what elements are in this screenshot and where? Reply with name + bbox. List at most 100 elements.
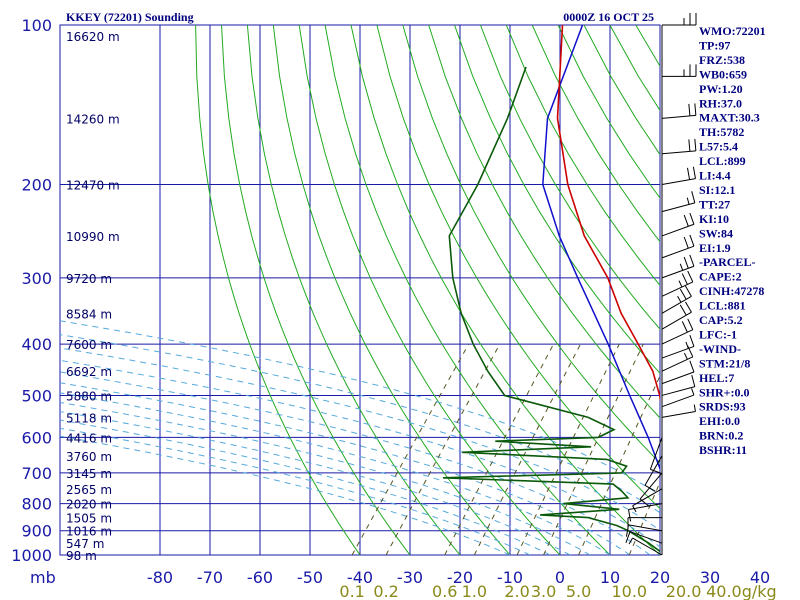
stability-index: HEL:7 (699, 371, 734, 385)
stability-index: TT:27 (699, 197, 730, 211)
stability-index: TH:5782 (699, 125, 744, 139)
stability-index: -WIND- (699, 342, 741, 356)
mixing-ratio-label: 10.0 (611, 582, 647, 600)
height-label: 3145 m (66, 467, 112, 481)
stability-index: TP:97 (699, 38, 730, 52)
wind-barb (661, 404, 696, 418)
wind-barb (661, 191, 696, 213)
stability-index: MAXT:30.3 (699, 111, 760, 125)
temp-tick-label: -60 (247, 568, 273, 587)
wind-barb (661, 360, 695, 385)
mixing-ratio-line (351, 343, 470, 555)
stability-index: CINH:47278 (699, 284, 764, 298)
pressure-label-100: 100 (21, 16, 52, 35)
height-label: 1016 m (66, 525, 112, 539)
stability-indices-panel: WMO:72201TP:97FRZ:538WB0:659PW:1.20RH:37… (699, 24, 766, 457)
stability-index: BSHR:11 (699, 443, 747, 457)
temp-tick-label: 40 (750, 568, 770, 587)
wind-barb (662, 13, 697, 26)
height-label: 5880 m (66, 389, 112, 403)
wind-barb-column (625, 13, 697, 556)
dry-adiabat (298, 25, 561, 555)
height-label: 7600 m (66, 338, 112, 352)
chart-title: KKEY (72201) Sounding (66, 10, 194, 24)
temp-tick-label: -40 (347, 568, 373, 587)
height-label: 12470 m (66, 179, 120, 193)
moist-adiabat (60, 320, 660, 496)
temp-tick-label: 30 (700, 568, 720, 587)
mixing-ratio-label: 0.2 (373, 582, 398, 600)
pressure-label-1000: 1000 (11, 546, 52, 565)
wind-barb (661, 345, 694, 372)
mixing-ratio-line (516, 343, 620, 555)
wind-barb (661, 270, 694, 297)
mixing-ratio-label: 0.6 (432, 582, 457, 600)
pressure-label-200: 200 (21, 176, 52, 195)
mixing-ratio-label: 2.0 (504, 582, 529, 600)
stability-index: LCL:899 (699, 154, 746, 168)
pressure-label-900: 900 (21, 522, 52, 541)
wind-barb (661, 166, 696, 186)
stability-index: CAP:5.2 (699, 313, 743, 327)
stability-index: BRN:0.2 (699, 429, 743, 443)
dry-adiabat (221, 25, 411, 555)
stability-index: SI:12.1 (699, 183, 735, 197)
moist-adiabat (60, 435, 511, 555)
temperature-trace (556, 25, 660, 403)
temp-tick-label: -70 (197, 568, 223, 587)
wind-barb (662, 64, 697, 77)
pressure-label-500: 500 (21, 386, 52, 405)
wind-barb (644, 455, 663, 492)
dry-adiabat (531, 25, 660, 243)
mixing-ratio-label: 40.0g/kg (706, 582, 777, 600)
stability-index: SRDS:93 (699, 400, 746, 414)
wind-barb (628, 537, 663, 556)
valid-time: 0000Z 16 OCT 25 (563, 10, 654, 24)
pressure-label-300: 300 (21, 269, 52, 288)
height-label: 9720 m (66, 272, 112, 286)
height-label: 6692 m (66, 365, 112, 379)
dry-adiabat (350, 25, 660, 555)
dry-adiabat (402, 25, 660, 464)
sounding-profiles (442, 25, 660, 553)
stability-index: WB0:659 (699, 67, 747, 81)
wind-barb (661, 212, 695, 237)
stability-index: LI:4.4 (699, 169, 731, 183)
pressure-label-400: 400 (21, 335, 52, 354)
mixing-ratio-label: 20.0 (666, 582, 702, 600)
temp-tick-label: -30 (397, 568, 423, 587)
wind-barb (628, 503, 663, 522)
mixing-ratio-line (444, 343, 554, 555)
stability-index: PW:1.20 (699, 82, 743, 96)
dry-adiabat (246, 25, 461, 555)
wind-barb (661, 254, 695, 279)
wind-barb (661, 234, 695, 259)
height-label: 1505 m (66, 512, 112, 526)
wind-barb (661, 285, 692, 314)
moist-adiabat (60, 359, 660, 548)
wind-barb (625, 524, 663, 537)
dry-adiabat (376, 25, 660, 510)
dry-adiabat (479, 25, 660, 330)
mixing-ratio-label: 3.0 (531, 582, 556, 600)
stability-index: LFC:-1 (699, 327, 737, 341)
dry-adiabat (505, 25, 660, 287)
temp-tick-label: -50 (297, 568, 323, 587)
mixing-ratio-line (473, 343, 581, 555)
temp-tick-label: -80 (147, 568, 173, 587)
pressure-label-700: 700 (21, 464, 52, 483)
height-label: 16620 m (66, 30, 120, 44)
stability-index: SHR+:0.0 (699, 385, 750, 399)
stability-index: SW:84 (699, 226, 733, 240)
dewpoint-trace (442, 66, 660, 553)
height-label: 3760 m (66, 450, 112, 464)
dry-adiabat (428, 25, 660, 419)
wind-barb (661, 388, 695, 408)
pressure-label-800: 800 (21, 495, 52, 514)
wind-barb (661, 301, 692, 330)
height-label: 2020 m (66, 498, 112, 512)
height-label: 5118 m (66, 411, 112, 425)
